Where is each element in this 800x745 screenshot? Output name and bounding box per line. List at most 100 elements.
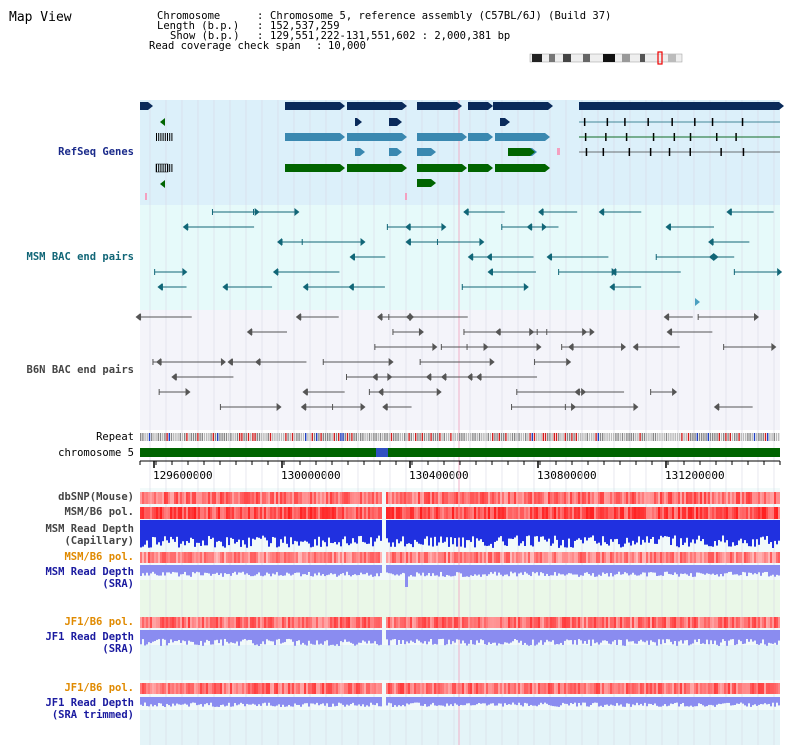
depth-bar [720,630,722,643]
repeat-mark [586,433,588,441]
pol-mark [390,492,392,504]
depth-bar [172,565,174,572]
pol-mark [408,552,410,563]
pol-mark [586,507,588,519]
repeat-mark [476,433,478,441]
repeat-mark [170,433,173,441]
pol-mark [456,492,458,504]
depth-bar [710,520,712,547]
pol-mark [412,552,414,563]
pol-mark [744,552,746,563]
depth-bar [444,697,446,707]
depth-bar [310,520,312,548]
pol-mark [458,552,460,563]
pol-mark [742,492,744,504]
pol-mark [372,552,374,563]
pol-mark [630,617,632,628]
depth-bar [290,520,292,538]
depth-bar [566,520,568,548]
repeat-mark [474,433,476,441]
depth-bar [738,630,740,640]
pol-mark [662,507,664,519]
repeat-mark [265,433,267,441]
depth-bar [348,630,350,642]
pol-mark [680,492,682,504]
depth-bar [148,697,150,707]
pol-mark [636,617,638,628]
depth-bar [224,697,226,707]
repeat-mark [716,433,718,441]
repeat-mark [217,433,219,441]
repeat-mark [379,433,382,441]
pol-mark [492,507,494,519]
pol-mark [600,552,602,563]
pol-mark [338,492,340,504]
chromosome-sep: : [257,10,264,22]
pol-mark [376,617,378,628]
depth-bar [554,630,556,645]
depth-bar [554,697,556,707]
depth-bar [302,565,304,575]
pol-mark [272,492,274,504]
depth-bar [622,565,624,575]
pol-mark [338,683,340,694]
depth-bar [496,520,498,541]
depth-bar [168,697,170,706]
gene-block [389,148,397,156]
depth-bar [374,565,376,577]
pol-mark [614,492,616,504]
pol-mark [212,507,214,519]
depth-bar [210,520,212,540]
pol-mark [460,683,462,694]
pol-mark [646,492,648,504]
pol-mark [656,492,658,504]
gene-arrow [457,102,462,110]
pol-mark [718,507,720,519]
depth-bar [686,630,688,641]
depth-bar [666,697,668,707]
pol-mark [320,552,322,563]
depth-bar [356,697,358,706]
pol-mark [502,492,504,504]
pol-mark [670,552,672,563]
ideogram[interactable] [529,51,683,65]
depth-bar [482,520,484,542]
pol-mark [702,683,704,694]
pol-mark [270,617,272,628]
depth-bar [762,630,764,640]
pol-mark [472,552,474,563]
pol-mark [458,617,460,628]
pol-mark [774,492,776,504]
pol-mark [152,683,154,694]
depth-bar [640,630,642,640]
pol-mark [304,507,306,519]
depth-bar [670,565,672,575]
depth-bar [568,630,570,641]
exon-mark [585,148,588,156]
track-label-chromosome: chromosome 5 [58,447,134,459]
pol-mark [446,492,448,504]
pol-mark [422,552,424,563]
pol-mark [618,617,620,628]
depth-bar [530,697,532,705]
pol-mark [266,617,268,628]
pol-mark [594,683,596,694]
depth-bar [330,565,332,574]
depth-bar [260,565,262,576]
depth-bar [274,565,276,575]
depth-bar [724,697,726,704]
pol-mark [576,507,578,519]
exon-mark [169,164,171,172]
pol-mark [424,507,426,519]
pol-mark [716,552,718,563]
pol-mark [368,492,370,504]
pol-mark [508,683,510,694]
depth-bar [648,520,650,543]
depth-bar [464,565,466,577]
depth-bar [750,697,752,707]
repeat-mark [472,433,474,441]
depth-bar [405,565,408,587]
exon-mark [162,164,164,172]
depth-bar [200,565,202,576]
